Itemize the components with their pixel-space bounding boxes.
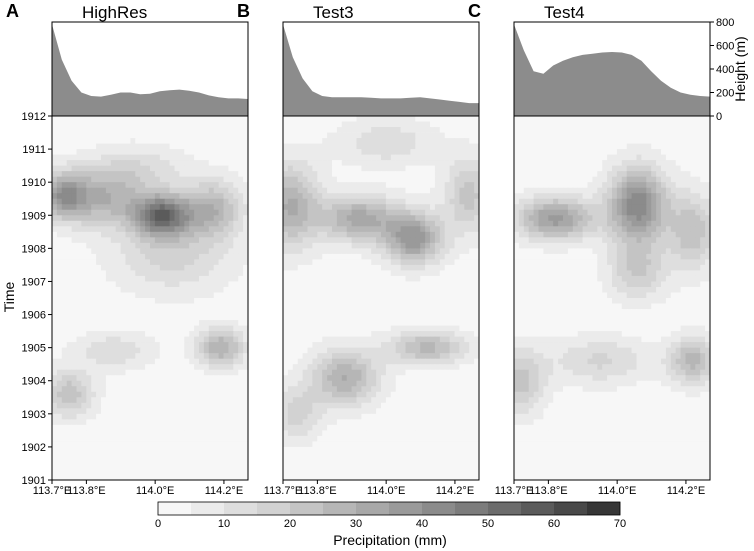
height-tick-label: 0 (716, 111, 722, 123)
colorbar-swatch (488, 502, 522, 515)
colorbar-tick-label: 50 (482, 518, 494, 530)
y-tick-label: 1910 (22, 177, 46, 189)
colorbar-tick-label: 60 (548, 518, 560, 530)
x-tick-label: 113.8°E (298, 485, 336, 497)
colorbar-swatch (587, 502, 621, 515)
colorbar-swatch (257, 502, 291, 515)
colorbar-label: Precipitation (mm) (333, 532, 447, 548)
panel-letter: B (237, 1, 250, 21)
colorbar-swatch (521, 502, 555, 515)
x-tick-label: 114.0°E (598, 485, 636, 497)
panel-letter: C (468, 1, 481, 21)
colorbar-tick-label: 20 (284, 518, 296, 530)
x-tick-label: 114.0°E (367, 485, 405, 497)
colorbar-swatch (356, 502, 390, 515)
y-tick-label: 1908 (22, 243, 46, 255)
terrain-profile (514, 24, 710, 116)
y-tick-label: 1906 (22, 310, 46, 322)
colorbar-tick-label: 30 (350, 518, 362, 530)
y-axis-label: Time (1, 281, 17, 312)
height-tick-label: 400 (716, 64, 734, 76)
main-frame (282, 115, 480, 481)
height-axis-label: Height (m) (732, 36, 748, 101)
x-tick-label: 114.2°E (436, 485, 474, 497)
precip-field (52, 116, 249, 481)
colorbar-swatch (554, 502, 588, 515)
colorbar-tick-label: 10 (218, 518, 230, 530)
panel-title: Test4 (544, 3, 585, 22)
y-tick-label: 1903 (22, 409, 46, 421)
y-tick-label: 1911 (22, 144, 46, 156)
colorbar-swatch (323, 502, 357, 515)
x-tick-label: 113.7°E (33, 485, 71, 497)
y-tick-label: 1902 (22, 442, 46, 454)
colorbar-swatch (191, 502, 225, 515)
height-tick-label: 600 (716, 41, 734, 53)
colorbar-swatch (158, 502, 192, 515)
panel-title: HighRes (82, 3, 147, 22)
terrain-profile (52, 24, 248, 116)
panel-title: Test3 (313, 3, 354, 22)
y-tick-label: 1909 (22, 210, 46, 222)
x-tick-label: 114.2°E (205, 485, 243, 497)
terrain-profile (283, 24, 479, 116)
colorbar-swatch (224, 502, 258, 515)
x-tick-label: 113.7°E (264, 485, 302, 497)
panel-letter: A (6, 1, 19, 21)
x-tick-label: 113.7°E (495, 485, 533, 497)
precip-field (514, 116, 711, 481)
main-frame (51, 115, 249, 481)
y-tick-label: 1907 (22, 276, 46, 288)
precip-field (283, 116, 480, 481)
y-tick-label: 1904 (22, 376, 46, 388)
x-tick-label: 113.8°E (529, 485, 567, 497)
colorbar-swatch (290, 502, 324, 515)
y-tick-label: 1905 (22, 343, 46, 355)
colorbar-tick-label: 70 (614, 518, 626, 530)
x-tick-label: 113.8°E (67, 485, 105, 497)
y-tick-label: 1901 (22, 475, 46, 487)
height-tick-label: 200 (716, 88, 734, 100)
colorbar-swatch (389, 502, 423, 515)
colorbar-tick-label: 40 (416, 518, 428, 530)
x-tick-label: 114.2°E (667, 485, 705, 497)
colorbar-frame (157, 501, 621, 516)
height-tick-label: 800 (716, 17, 734, 29)
y-tick-label: 1912 (22, 111, 46, 123)
colorbar-swatch (455, 502, 489, 515)
main-frame (513, 115, 711, 481)
x-tick-label: 114.0°E (136, 485, 174, 497)
colorbar-tick-label: 0 (155, 518, 161, 530)
colorbar: 0 10 20 30 40 50 60 70 (155, 501, 626, 530)
colorbar-swatch (422, 502, 456, 515)
